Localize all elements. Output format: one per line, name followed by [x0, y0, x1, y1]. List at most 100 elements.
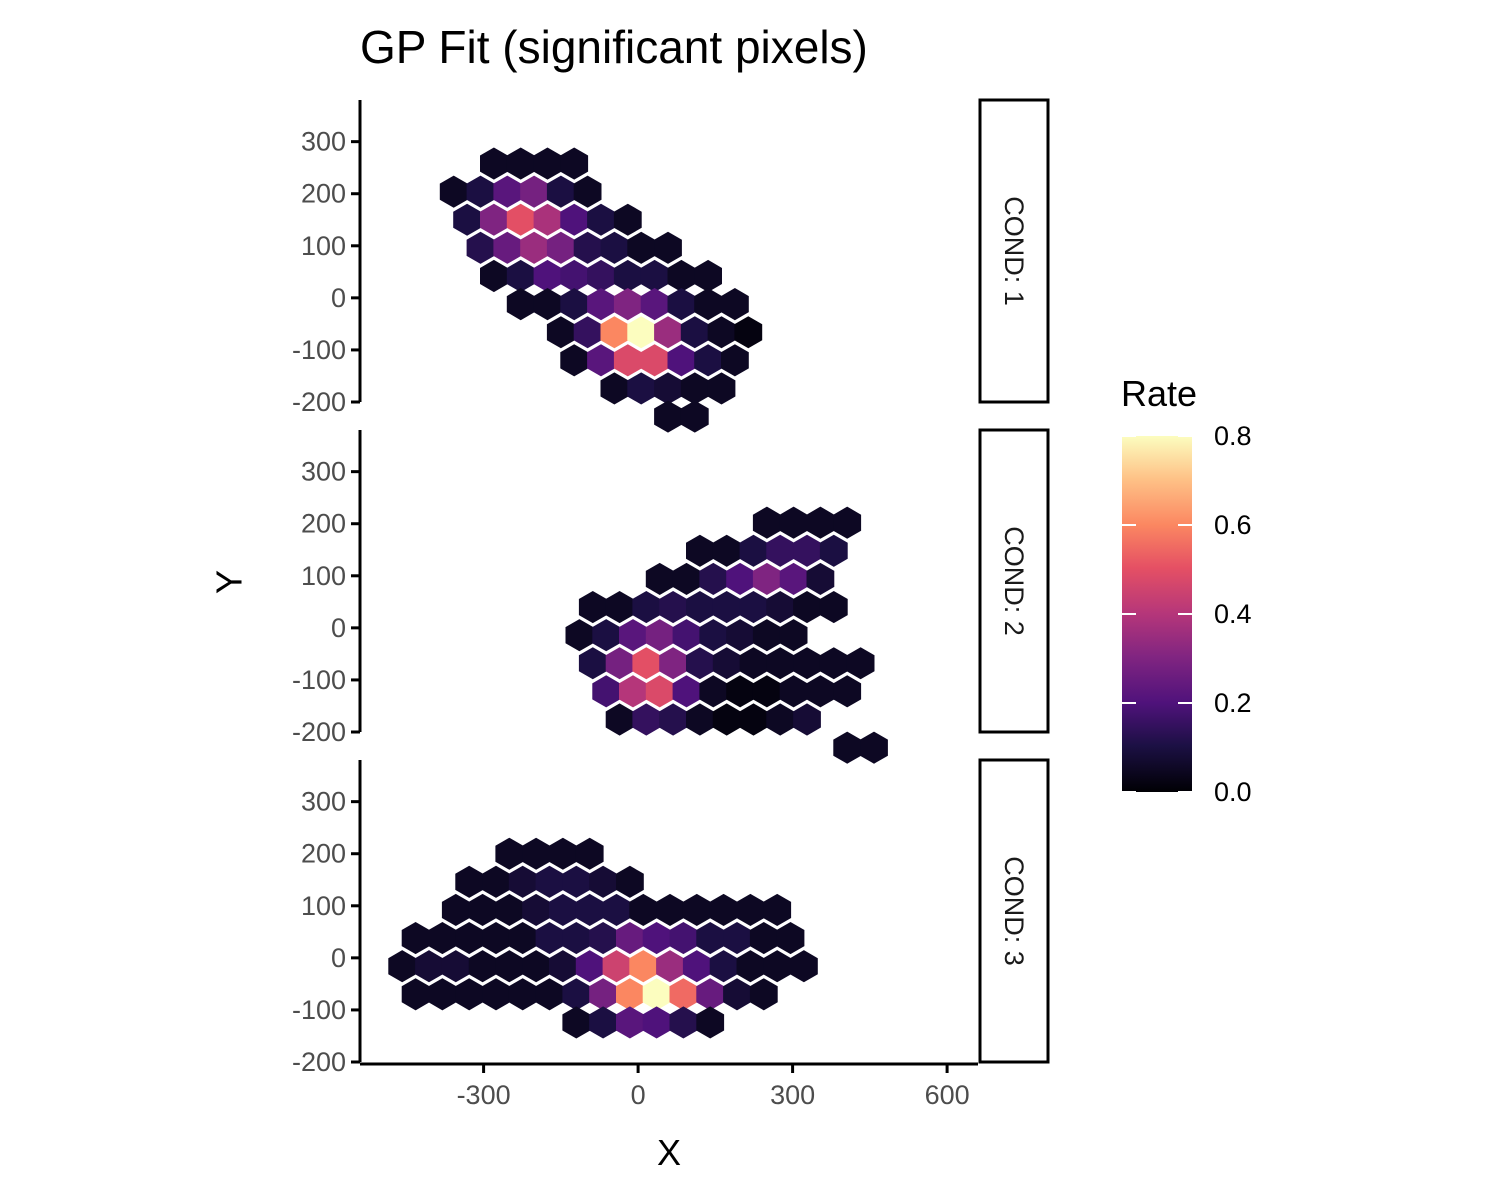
hex-cell	[846, 647, 875, 680]
hex-cell	[627, 316, 656, 349]
hex-cell	[575, 837, 604, 870]
hex-cell	[506, 147, 535, 180]
hex-cell	[520, 231, 548, 264]
hex-cell	[602, 950, 631, 983]
hex-cell	[667, 344, 696, 377]
x-axis: -300 0 300 600	[360, 1062, 978, 1110]
hex-cell	[506, 288, 535, 321]
hex-cell	[535, 922, 564, 955]
hex-cell	[600, 231, 629, 264]
hex-cell	[587, 288, 615, 321]
hex-cell	[696, 978, 725, 1011]
hex-cell	[793, 647, 821, 680]
hex-cell	[482, 978, 510, 1011]
facet-strip-label: COND: 3	[999, 856, 1029, 966]
legend-tick-label: 0.6	[1214, 510, 1252, 540]
hex-cell	[546, 316, 575, 349]
panel-cond-2: -200 -100 0 100 200 300 COND: 2	[292, 428, 1050, 764]
hex-cell	[686, 703, 714, 736]
hex-cell	[605, 647, 634, 680]
hex-cell	[428, 978, 457, 1011]
hex-cell	[752, 562, 781, 595]
hex-cell	[654, 372, 682, 405]
hex-cell	[763, 893, 792, 926]
hex-cell	[495, 893, 524, 926]
y-tick-label: 100	[301, 561, 346, 591]
hex-cell	[709, 893, 738, 926]
hex-cell	[480, 259, 508, 293]
hex-cell	[686, 647, 714, 680]
hex-cell	[587, 259, 615, 293]
hex-cell	[455, 922, 484, 955]
hex-cell	[587, 203, 615, 236]
hex-cell	[616, 978, 644, 1011]
hex-cell	[734, 316, 763, 349]
hex-cell	[508, 922, 537, 955]
hex-cell	[752, 675, 781, 708]
hex-cell	[806, 506, 835, 539]
hex-cell	[694, 344, 722, 377]
hex-cell	[573, 231, 602, 264]
hex-cell	[466, 231, 495, 264]
hex-cell	[549, 837, 577, 870]
y-tick-label: -200	[292, 717, 346, 747]
hex-cell	[694, 259, 722, 293]
hex-cell	[793, 703, 821, 736]
y-tick-label: -100	[292, 665, 346, 695]
hex-cell	[415, 950, 443, 983]
hex-cell	[546, 231, 575, 264]
hex-cell	[589, 978, 617, 1011]
hex-cell	[712, 591, 741, 624]
hex-cell	[533, 203, 562, 236]
hex-cell	[632, 591, 661, 624]
hex-cell	[763, 950, 792, 983]
hex-cell	[667, 288, 696, 321]
hex-cell	[793, 591, 821, 624]
hex-cell	[645, 675, 674, 708]
hex-cell	[589, 1006, 617, 1039]
hex-cell	[766, 703, 795, 736]
legend-tick-label: 0.4	[1214, 599, 1252, 629]
hex-cell	[613, 259, 642, 293]
hex-cell	[696, 1006, 725, 1039]
hex-cell	[560, 147, 589, 180]
hex-cell	[613, 203, 642, 236]
hex-cell	[790, 950, 818, 983]
hex-cell	[522, 893, 550, 926]
hex-cell	[616, 922, 644, 955]
hex-cell	[627, 231, 656, 264]
hex-cell	[642, 978, 671, 1011]
hex-cell	[680, 400, 709, 433]
hex-cell	[560, 288, 589, 321]
x-tick-label: -300	[457, 1080, 511, 1110]
hex-cell	[506, 259, 535, 293]
legend-tick-label: 0.2	[1214, 688, 1252, 718]
hex-cell	[752, 619, 781, 652]
hex-cell	[549, 950, 577, 983]
hex-cell	[600, 316, 629, 349]
hex-cell	[495, 837, 524, 870]
hex-cell	[592, 675, 621, 708]
hex-cell	[493, 231, 522, 264]
hex-cell	[779, 675, 808, 708]
hex-cell	[441, 893, 470, 926]
hex-cell	[672, 562, 701, 595]
y-tick-label: -100	[292, 995, 346, 1025]
hex-cell	[723, 922, 751, 955]
hex-layer	[439, 147, 763, 433]
hex-cell	[468, 893, 497, 926]
y-tick-label: -100	[292, 335, 346, 365]
hex-cell	[819, 647, 848, 680]
panel-cond-3: -200 -100 0 100 200 300 COND: 3	[292, 758, 1050, 1077]
hex-cell	[686, 591, 714, 624]
y-tick-label: 200	[301, 839, 346, 869]
hex-cell	[468, 950, 497, 983]
hex-cell	[749, 978, 778, 1011]
hex-cell	[766, 534, 795, 567]
hex-cell	[589, 865, 617, 898]
hex-cell	[627, 372, 656, 405]
hex-cell	[562, 922, 591, 955]
hex-cell	[508, 978, 537, 1011]
hex-cell	[680, 372, 709, 405]
hex-cell	[455, 978, 484, 1011]
